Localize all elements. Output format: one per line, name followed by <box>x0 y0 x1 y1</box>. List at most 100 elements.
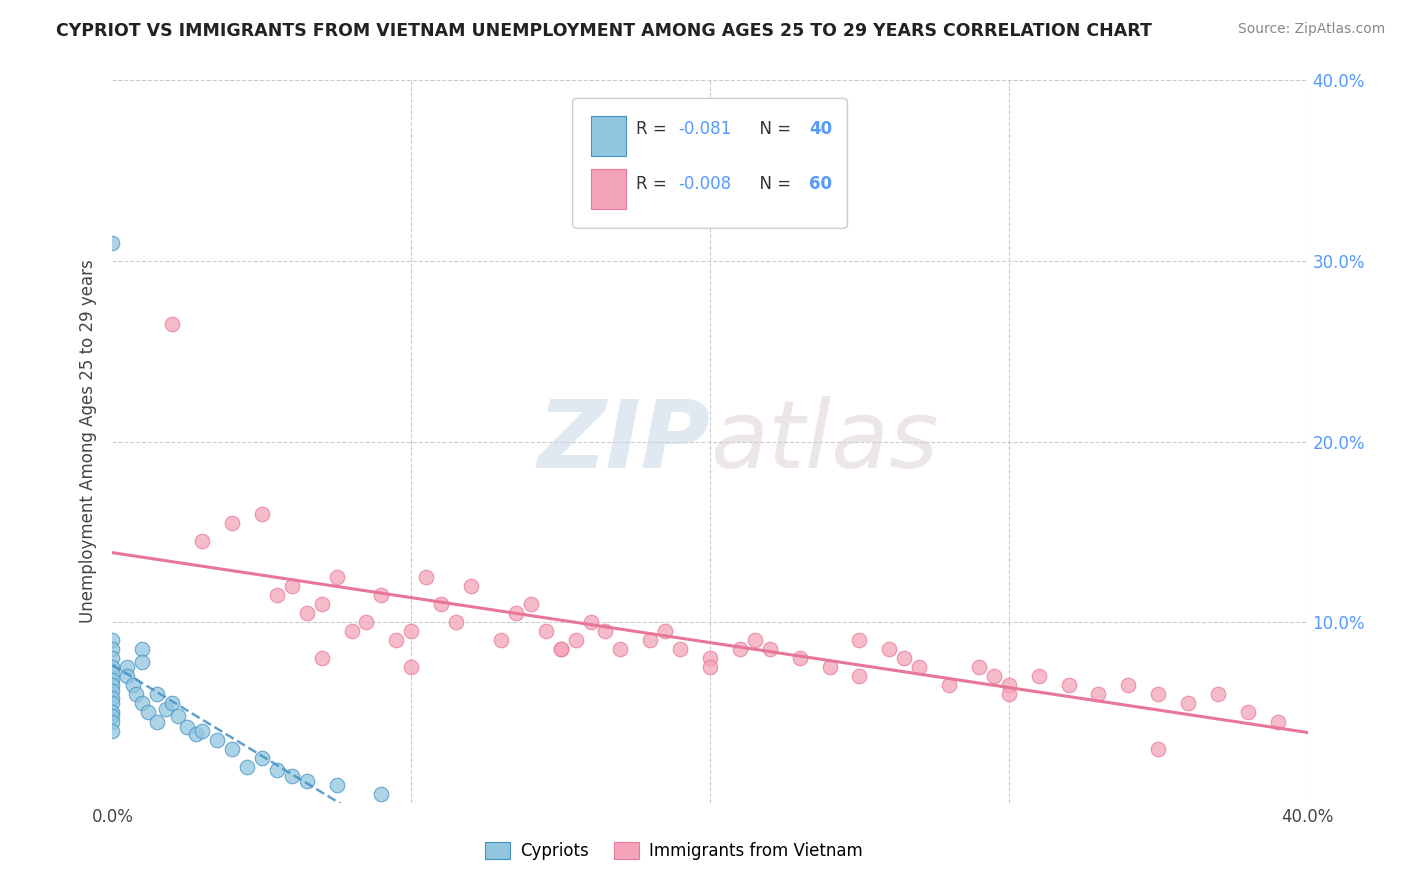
Point <box>1147 687 1170 701</box>
Point <box>879 642 901 657</box>
Point <box>295 606 318 620</box>
Point <box>125 687 148 701</box>
Point <box>848 633 870 648</box>
Point <box>444 615 467 630</box>
Point <box>162 317 183 331</box>
Point <box>101 673 124 687</box>
Text: -0.008: -0.008 <box>678 175 731 193</box>
Point <box>266 588 288 602</box>
Point <box>967 660 990 674</box>
Point <box>893 651 915 665</box>
Point <box>1206 687 1229 701</box>
Point <box>983 669 1005 683</box>
Point <box>325 778 347 792</box>
Point <box>505 606 527 620</box>
Point <box>609 642 631 657</box>
Point <box>221 741 243 756</box>
Y-axis label: Unemployment Among Ages 25 to 29 years: Unemployment Among Ages 25 to 29 years <box>79 260 97 624</box>
Point <box>311 651 333 665</box>
Point <box>281 769 304 783</box>
Point <box>101 642 124 657</box>
Point <box>998 687 1021 701</box>
Text: R =: R = <box>636 120 672 138</box>
Point <box>101 678 124 692</box>
Point <box>167 709 190 723</box>
Point <box>311 597 333 611</box>
Point <box>146 687 169 701</box>
Point <box>155 702 177 716</box>
Point <box>744 633 766 648</box>
Text: N =: N = <box>749 120 797 138</box>
Point <box>162 697 183 711</box>
Point <box>101 651 124 665</box>
Point <box>101 714 124 729</box>
Point <box>654 624 676 639</box>
Point <box>101 691 124 706</box>
Point <box>370 588 392 602</box>
Point <box>385 633 408 648</box>
FancyBboxPatch shape <box>572 98 848 228</box>
Point <box>908 660 931 674</box>
Text: -0.081: -0.081 <box>678 120 731 138</box>
Point <box>221 516 243 530</box>
Point <box>1028 669 1050 683</box>
Point <box>101 633 124 648</box>
Point <box>101 660 124 674</box>
Point <box>1118 678 1140 692</box>
Point <box>848 669 870 683</box>
Point <box>281 579 304 593</box>
Point <box>640 633 662 648</box>
Point <box>122 678 145 692</box>
Point <box>759 642 782 657</box>
Point <box>101 709 124 723</box>
Point <box>176 720 198 734</box>
Point <box>699 651 721 665</box>
Text: atlas: atlas <box>710 396 938 487</box>
Point <box>117 660 139 674</box>
Text: Source: ZipAtlas.com: Source: ZipAtlas.com <box>1237 22 1385 37</box>
Point <box>550 642 572 657</box>
Point <box>356 615 378 630</box>
Point <box>236 760 259 774</box>
Point <box>789 651 811 665</box>
Point <box>370 787 392 801</box>
Text: 60: 60 <box>810 175 832 193</box>
FancyBboxPatch shape <box>591 116 627 156</box>
Point <box>295 774 318 789</box>
Point <box>146 714 169 729</box>
Point <box>401 660 423 674</box>
Point <box>401 624 423 639</box>
Point <box>250 507 273 521</box>
Point <box>101 706 124 720</box>
Point <box>534 624 557 639</box>
Point <box>205 732 228 747</box>
Point <box>340 624 363 639</box>
Point <box>460 579 482 593</box>
Point <box>564 633 586 648</box>
Point <box>101 697 124 711</box>
Point <box>131 642 153 657</box>
Point <box>250 750 273 764</box>
Point <box>669 642 692 657</box>
Point <box>520 597 543 611</box>
Point <box>131 655 153 669</box>
Point <box>191 533 214 548</box>
Point <box>1147 741 1170 756</box>
Point <box>186 727 208 741</box>
Point <box>325 570 347 584</box>
Point <box>1237 706 1260 720</box>
Point <box>998 678 1021 692</box>
Point <box>131 697 153 711</box>
Point <box>415 570 437 584</box>
Text: N =: N = <box>749 175 797 193</box>
Point <box>699 660 721 674</box>
Point <box>728 642 751 657</box>
Text: ZIP: ZIP <box>537 395 710 488</box>
Point <box>101 665 124 680</box>
Text: CYPRIOT VS IMMIGRANTS FROM VIETNAM UNEMPLOYMENT AMONG AGES 25 TO 29 YEARS CORREL: CYPRIOT VS IMMIGRANTS FROM VIETNAM UNEMP… <box>56 22 1152 40</box>
Text: R =: R = <box>636 175 672 193</box>
Point <box>938 678 960 692</box>
Point <box>117 669 139 683</box>
Point <box>101 683 124 698</box>
Point <box>550 642 572 657</box>
